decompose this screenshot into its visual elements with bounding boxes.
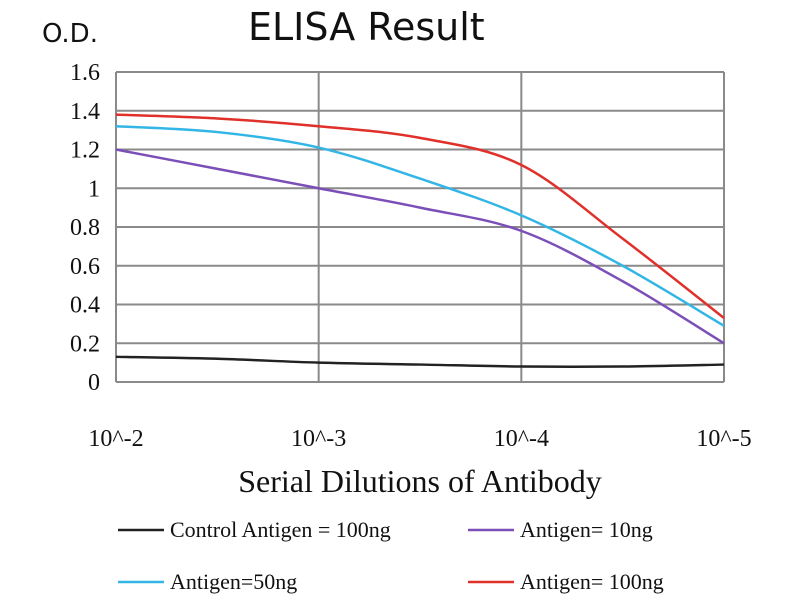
y-tick-labels: 0 0.2 0.4 0.6 0.8 1 1.2 1.4 1.6 [70, 60, 100, 396]
legend-entry: Antigen= 100ng [520, 569, 664, 594]
y-tick-label: 0 [88, 370, 100, 396]
grid [115, 71, 725, 383]
legend-entry: Control Antigen = 100ng [170, 517, 391, 542]
x-tick-labels: 10^-2 10^-3 10^-4 10^-5 [88, 426, 751, 452]
y-tick-label: 1.4 [70, 99, 100, 125]
y-tick-label: 0.8 [70, 215, 100, 241]
y-tick-label: 1.2 [70, 138, 100, 164]
x-tick-label: 10^-2 [88, 426, 143, 452]
series-lines [115, 113, 725, 368]
x-axis-label: Serial Dilutions of Antibody [238, 463, 602, 499]
y-tick-label: 0.2 [70, 331, 100, 357]
x-tick-label: 10^-3 [291, 426, 346, 452]
series-line-2 [115, 148, 725, 345]
legend-entry: Antigen= 10ng [520, 517, 653, 542]
series-line-4 [115, 113, 725, 320]
x-tick-label: 10^-4 [494, 426, 549, 452]
y-tick-label: 0.6 [70, 254, 100, 280]
y-axis-label: O.D. [42, 19, 98, 49]
chart-title: ELISA Result [248, 5, 485, 49]
y-tick-label: 1 [88, 176, 100, 202]
series-line-1 [115, 355, 725, 368]
y-tick-label: 0.4 [70, 293, 100, 319]
series-line-3 [115, 125, 725, 327]
legend-entry: Antigen=50ng [170, 569, 297, 594]
legend: Control Antigen = 100ng Antigen= 10ng Anti… [118, 517, 664, 594]
y-tick-label: 1.6 [70, 60, 100, 86]
x-tick-label: 10^-5 [696, 426, 751, 452]
